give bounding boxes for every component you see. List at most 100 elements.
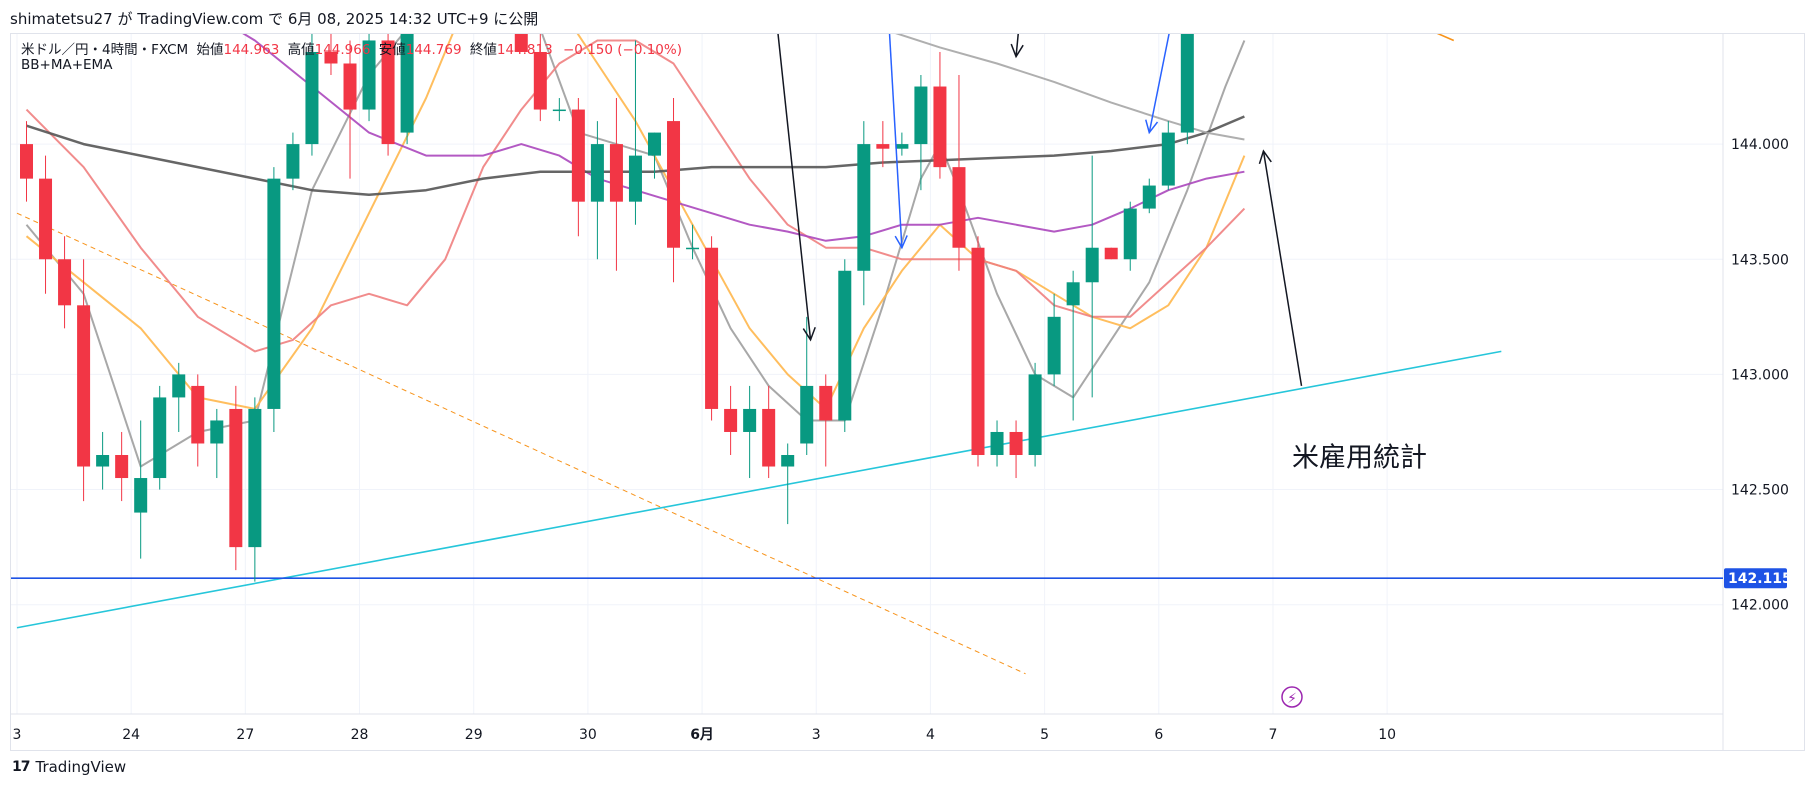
candle-body	[172, 374, 186, 398]
x-tick-label: 28	[351, 727, 369, 743]
chart-frame: 日銀総裁発言米ADP雇用統計ISM非製造業ECB政策金利米ISM製造業米雇用統計…	[10, 33, 1805, 751]
candle-body	[647, 132, 661, 156]
candle-body	[210, 420, 224, 444]
candle-body	[1123, 208, 1137, 260]
candle-body	[1066, 282, 1080, 306]
candle-body	[1009, 431, 1023, 456]
candle-body	[819, 385, 833, 421]
candle-body	[686, 247, 700, 250]
candle-body	[191, 385, 205, 444]
candle-body	[800, 385, 814, 444]
y-tick-label: 144.500	[1731, 34, 1789, 38]
candle-body	[609, 144, 623, 202]
price-label-text: 142.115	[1728, 571, 1792, 587]
trendline-cyan_up	[16, 350, 1502, 629]
high-label: 高値	[287, 42, 315, 58]
x-tick-label: 7	[1269, 727, 1278, 743]
close-label: 終値	[469, 42, 497, 58]
annotation-arrow	[777, 34, 812, 340]
annotation-arrow	[1262, 150, 1303, 387]
y-tick-label: 142.500	[1731, 483, 1789, 499]
candle-body	[514, 34, 528, 52]
candle-body	[533, 51, 547, 110]
change-value: −0.150 (−0.10%)	[563, 42, 682, 58]
candle-body	[1047, 316, 1061, 375]
candle-body	[628, 155, 642, 202]
x-tick-label: 5	[1040, 727, 1049, 743]
candle-body	[705, 247, 719, 409]
candle-body	[343, 63, 357, 110]
annotation-arrowhead	[894, 235, 908, 250]
candle-body	[77, 305, 91, 467]
candle-body	[248, 408, 262, 548]
candle-body	[267, 178, 281, 409]
x-tick-label: 27	[236, 727, 254, 743]
tradingview-logo-icon[interactable]: 17	[12, 759, 31, 775]
candle-body	[362, 40, 376, 110]
candle-body	[1142, 185, 1156, 209]
publish-info: shimatetsu27 が TradingView.com で 6月 08, …	[10, 10, 539, 28]
footer-brand: TradingView	[35, 758, 127, 776]
candle-body	[571, 109, 585, 202]
candle-body	[153, 397, 167, 479]
x-tick-label: 3	[13, 727, 22, 743]
candle-body	[914, 86, 928, 145]
candle-body	[724, 408, 738, 432]
candle-body	[762, 408, 776, 467]
x-tick-label: 10	[1378, 727, 1396, 743]
candle-body	[305, 51, 319, 145]
annotation-text: 米雇用統計	[1292, 443, 1427, 474]
candle-body	[1085, 247, 1099, 283]
high-value: 144.966	[314, 42, 371, 58]
line-ma-light-gray	[895, 34, 1245, 141]
candle-body	[857, 144, 871, 271]
candle-body	[58, 259, 72, 306]
open-label: 始値	[196, 42, 224, 58]
annotation-arrowhead	[802, 327, 816, 342]
x-tick-label: 6月	[690, 727, 714, 743]
annotation-arrowhead	[1010, 43, 1024, 59]
y-tick-label: 143.500	[1731, 252, 1789, 268]
price-label-box	[1724, 568, 1787, 589]
trendline-orange_dashed	[16, 212, 1026, 675]
candle-body	[1161, 132, 1175, 186]
candle-body	[20, 144, 33, 179]
x-tick-label: 3	[812, 727, 821, 743]
candle-body	[990, 431, 1004, 456]
low-value: 144.769	[405, 42, 462, 58]
candle-body	[96, 455, 110, 467]
low-label: 安値	[378, 42, 406, 58]
x-tick-label: 4	[926, 727, 935, 743]
y-tick-label: 142.000	[1731, 598, 1789, 614]
annotation-arrowhead	[1258, 149, 1272, 165]
candle-body	[134, 478, 148, 513]
candle-body	[895, 144, 909, 149]
x-tick-label: 29	[465, 727, 483, 743]
lightning-icon	[1281, 686, 1303, 708]
annotation-arrowhead	[1145, 119, 1159, 135]
candle-body	[115, 455, 129, 479]
x-tick-label: 30	[579, 727, 597, 743]
candlestick-chart[interactable]: 日銀総裁発言米ADP雇用統計ISM非製造業ECB政策金利米ISM製造業米雇用統計…	[11, 34, 1804, 750]
candle-body	[876, 144, 890, 149]
candle-body	[552, 109, 566, 112]
candle-body	[324, 51, 338, 64]
open-value: 144.963	[223, 42, 280, 58]
line-ma-purple	[242, 34, 1245, 242]
lightning-icon-glyph: ⚡	[1287, 691, 1297, 707]
candle-body	[952, 167, 966, 248]
legend-header: 米ドル／円・4時間・FXCM 始値144.963 高値144.966 安値144…	[21, 38, 682, 58]
candle-body	[781, 455, 795, 467]
y-tick-label: 144.000	[1731, 137, 1789, 153]
candle-body	[1028, 374, 1042, 456]
candle-body	[1180, 34, 1194, 133]
x-tick-label: 6	[1154, 727, 1163, 743]
indicator-label[interactable]: BB+MA+EMA	[21, 57, 113, 73]
annotation-arrow	[1148, 34, 1170, 133]
candle-body	[286, 144, 300, 179]
candle-body	[667, 121, 681, 248]
symbol-line: 米ドル／円・4時間・FXCM	[21, 42, 189, 58]
candle-body	[971, 247, 985, 456]
candle-body	[229, 408, 243, 548]
x-tick-label: 24	[122, 727, 140, 743]
